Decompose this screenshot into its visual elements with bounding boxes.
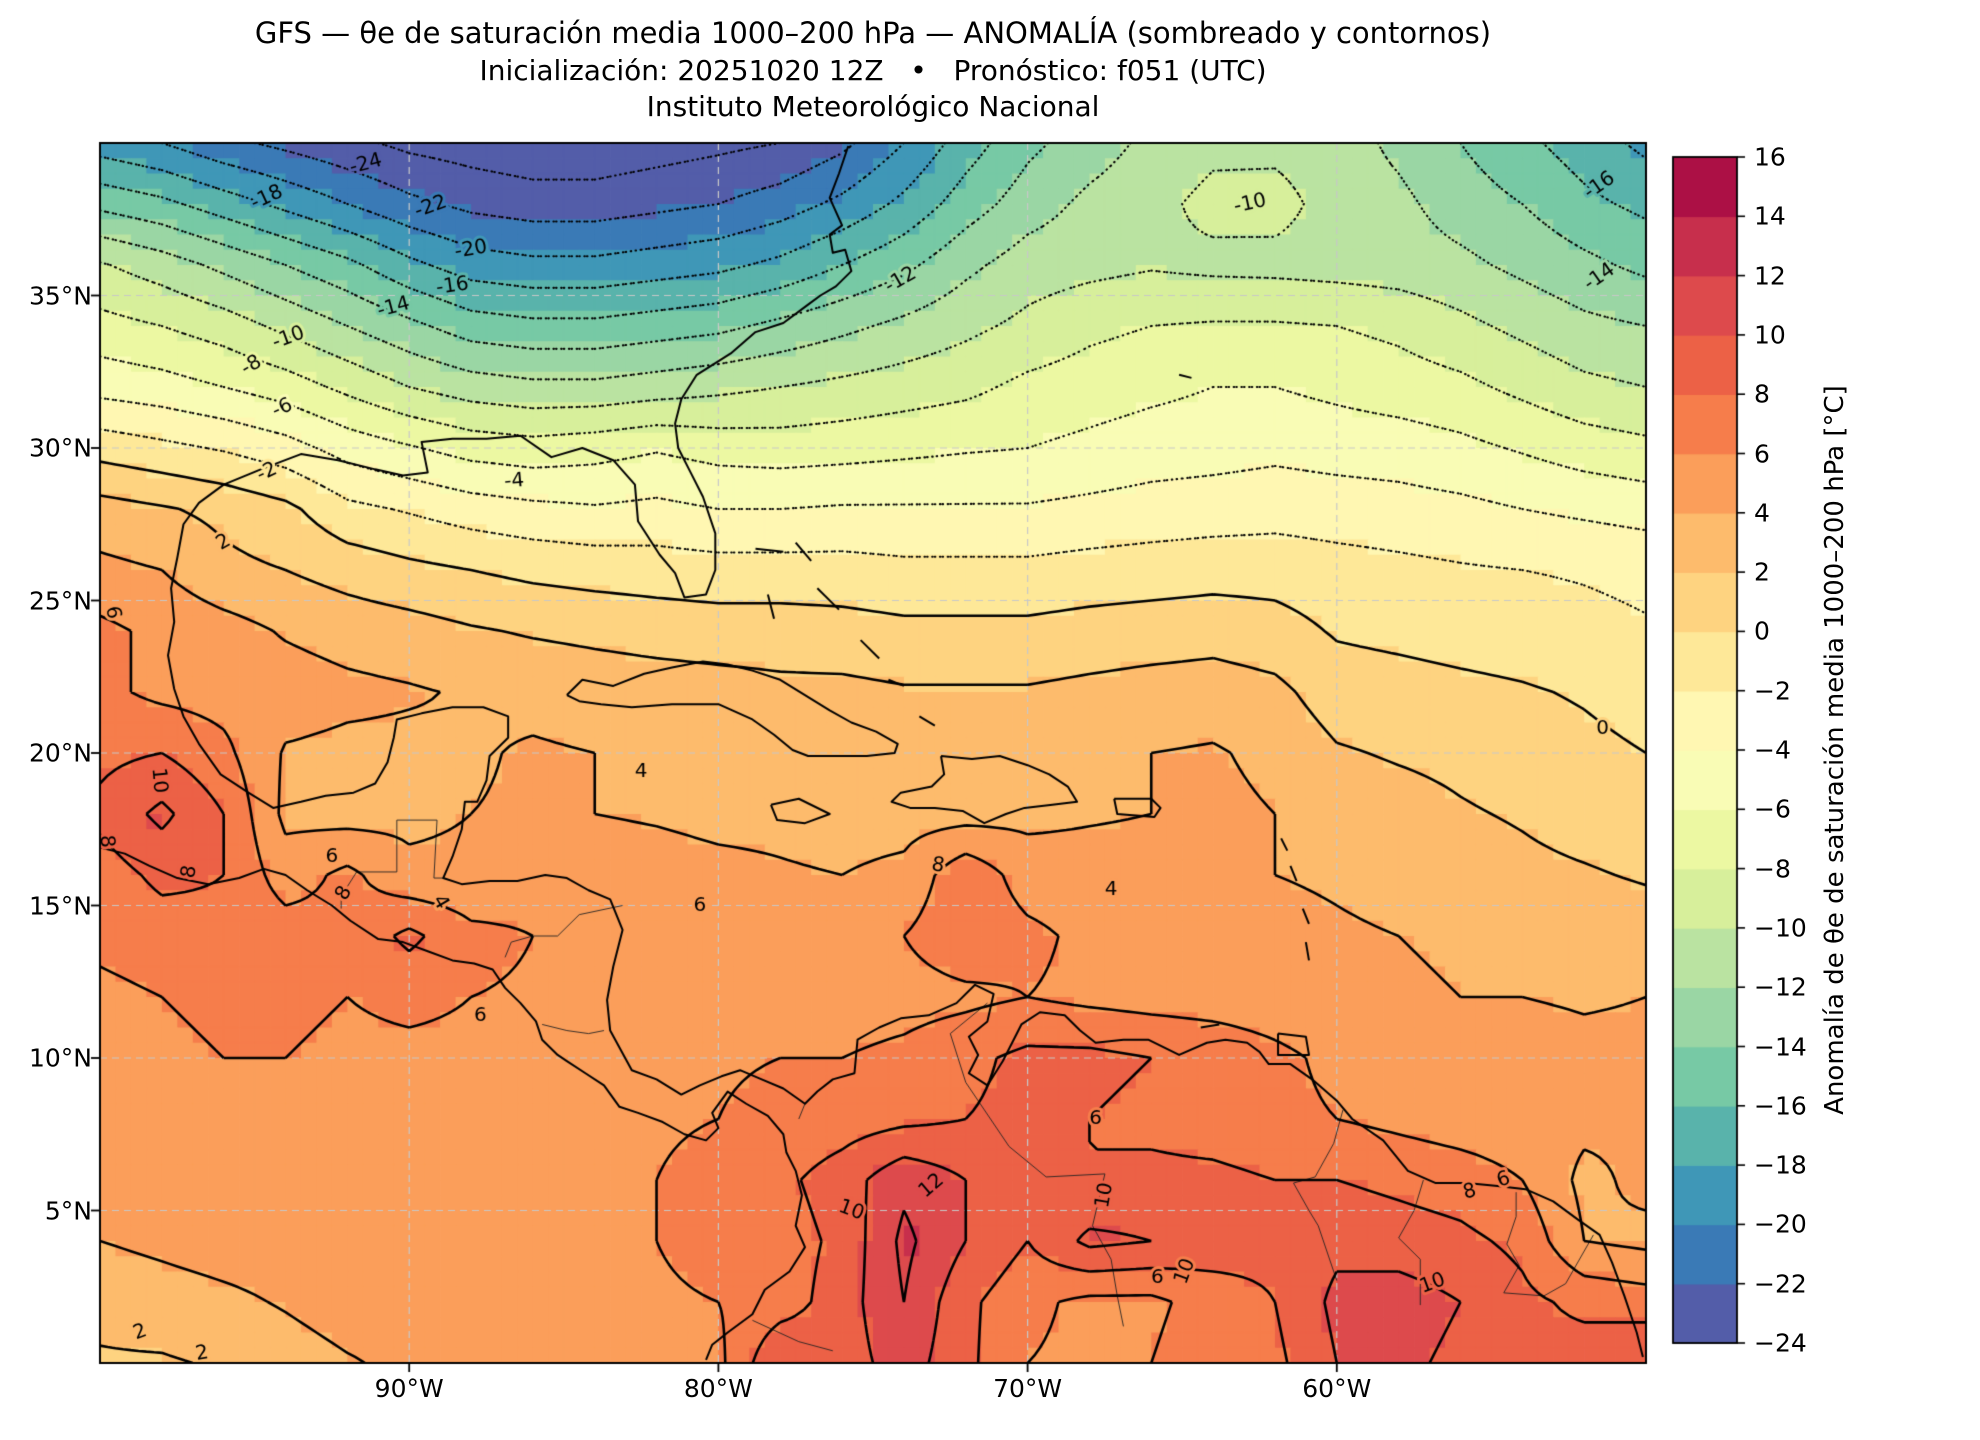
colorbar-axis-label: Anomalía de θe de saturación media 1000–… xyxy=(1820,385,1850,1115)
chart-subtitle-institution: Instituto Meteorológico Nacional xyxy=(646,90,1100,123)
y-tick-label: 25°N xyxy=(28,586,92,615)
colorbar-tick-label: −8 xyxy=(1754,854,1791,884)
colorbar-tick-label: −6 xyxy=(1754,794,1791,824)
colorbar-tick-label: 0 xyxy=(1754,616,1770,646)
y-tick-label: 30°N xyxy=(28,433,92,463)
colorbar-tick-label: −2 xyxy=(1754,676,1791,706)
colorbar-tick-label: −20 xyxy=(1754,1209,1807,1239)
x-tick-label: 70°W xyxy=(993,1374,1063,1403)
x-tick-label: 60°W xyxy=(1302,1374,1372,1403)
colorbar-tick-label: −16 xyxy=(1754,1091,1807,1121)
colorbar-tick-label: −18 xyxy=(1754,1150,1807,1180)
colorbar-tick-label: 10 xyxy=(1754,320,1786,350)
colorbar-tick-label: −12 xyxy=(1754,972,1807,1002)
colorbar-tick-label: 8 xyxy=(1754,379,1770,409)
colorbar-tick-label: −10 xyxy=(1754,913,1807,943)
colorbar-tick-label: 16 xyxy=(1754,142,1786,172)
y-tick-label: 20°N xyxy=(28,738,92,768)
x-tick-label: 90°W xyxy=(374,1374,444,1403)
colorbar-tick-label: 4 xyxy=(1754,498,1770,528)
chart-title: GFS — θe de saturación media 1000–200 hP… xyxy=(254,16,1492,50)
colorbar-tick-label: 12 xyxy=(1754,261,1786,291)
colorbar-tick-label: 14 xyxy=(1754,201,1786,231)
y-tick-label: 10°N xyxy=(28,1043,92,1073)
colorbar-tick-label: 6 xyxy=(1754,439,1770,468)
colorbar-tick-label: −24 xyxy=(1754,1328,1807,1358)
colorbar-tick-label: 2 xyxy=(1754,557,1770,587)
y-tick-label: 15°N xyxy=(28,891,92,920)
colorbar-tick-label: −4 xyxy=(1754,735,1791,765)
colorbar-tick-label: −14 xyxy=(1754,1032,1807,1061)
colorbar-tick-label: −22 xyxy=(1754,1269,1807,1299)
y-tick-label: 35°N xyxy=(28,281,92,310)
chart-subtitle-init-forecast: Inicialización: 20251020 12Z • Pronóstic… xyxy=(479,54,1267,87)
x-tick-label: 80°W xyxy=(683,1374,753,1403)
y-tick-label: 5°N xyxy=(44,1196,92,1225)
